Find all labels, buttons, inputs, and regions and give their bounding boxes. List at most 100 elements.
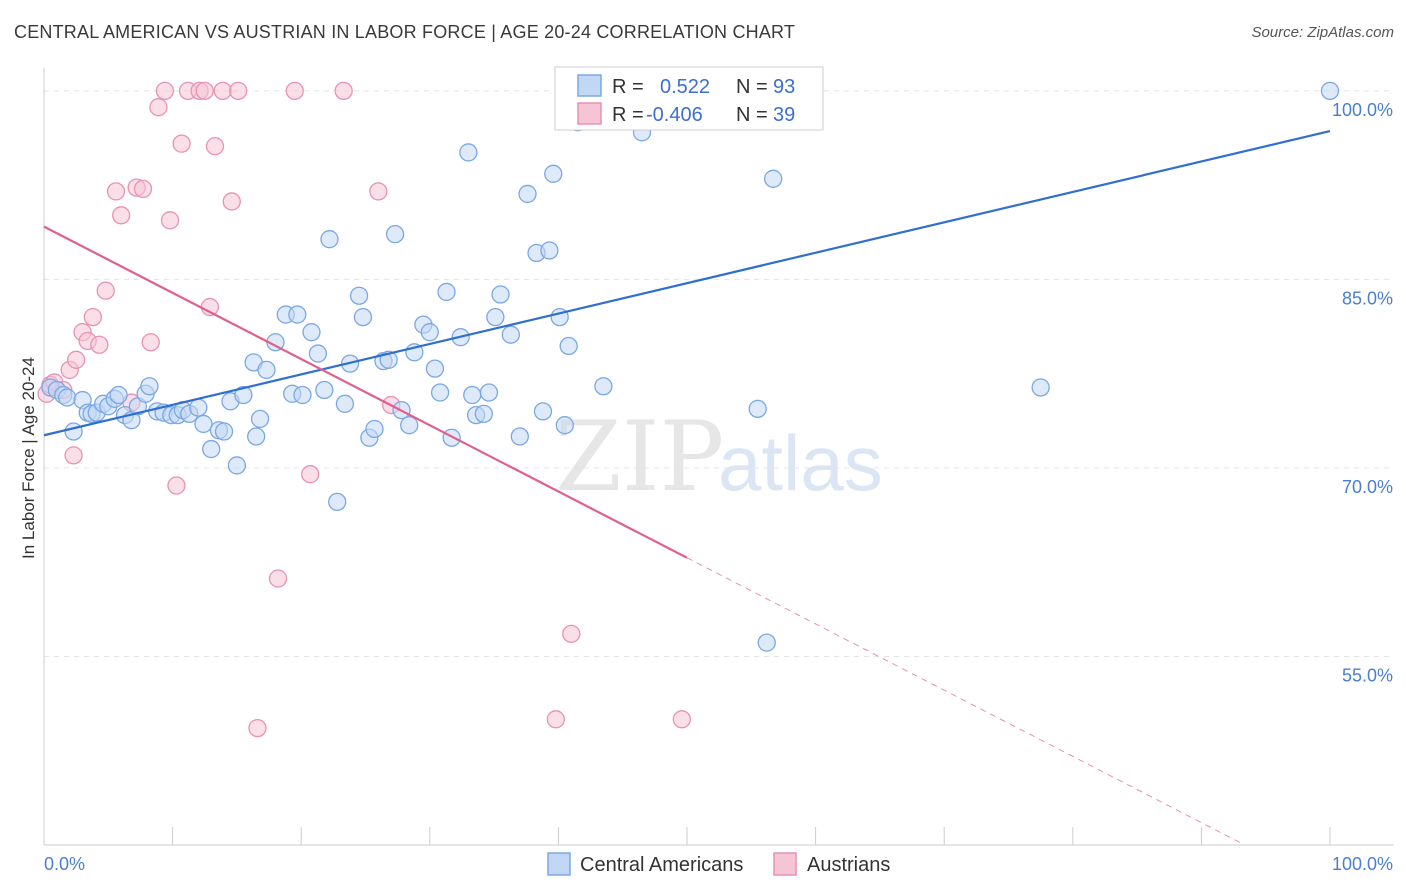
y-tick-label-2: 85.0% xyxy=(1342,288,1393,308)
austrian-point-25 xyxy=(195,81,214,101)
central-american-point-61 xyxy=(430,383,450,402)
central-american-point-49 xyxy=(353,307,373,327)
legend-swatch-central xyxy=(547,852,571,876)
central-american-point-88 xyxy=(748,399,767,419)
central-american-point-41 xyxy=(302,323,321,342)
austrian-point-5 xyxy=(64,446,83,465)
central-american-point-26 xyxy=(202,439,221,459)
austrian-point-35 xyxy=(334,81,353,101)
central-american-point-12 xyxy=(109,385,128,405)
legend-label-austrians: Austrians xyxy=(807,854,890,876)
stats-swatch-austrians xyxy=(577,102,602,125)
central-american-point-92 xyxy=(1320,81,1340,101)
austrian-point-38 xyxy=(546,710,565,729)
austrian-point-27 xyxy=(205,137,225,156)
legend-swatch-austrians xyxy=(773,852,797,876)
central-american-point-80 xyxy=(555,416,574,435)
central-american-point-40 xyxy=(293,385,312,405)
central-american-point-59 xyxy=(420,323,439,342)
trend-lines xyxy=(43,130,1331,843)
central-american-point-77 xyxy=(540,241,559,260)
stats-r-austrians: -0.406 xyxy=(646,104,703,126)
central-american-point-76 xyxy=(533,402,553,421)
austrian-point-12 xyxy=(106,182,126,201)
y-tick-label-0: 55.0% xyxy=(1342,665,1393,685)
central-american-point-72 xyxy=(501,325,520,344)
y-tick-labels: 55.0% 70.0% 85.0% 100.0% xyxy=(1332,100,1393,686)
austrian-point-39 xyxy=(562,624,581,643)
x-tick-labels: 0.0% 100.0% xyxy=(44,854,1393,874)
austrian-point-20 xyxy=(160,211,180,230)
stats-box: R = 0.522 N = 93 R = -0.406 N = 39 xyxy=(554,66,824,131)
central-american-point-3 xyxy=(57,388,77,407)
austrian-point-10 xyxy=(90,335,109,354)
central-american-point-91 xyxy=(1031,378,1050,397)
central-american-point-60 xyxy=(425,359,445,378)
central-american-point-56 xyxy=(400,416,419,435)
stats-n-central: 93 xyxy=(773,76,795,98)
central-american-point-39 xyxy=(288,305,307,324)
stats-n-label-austrians: N = xyxy=(736,104,768,126)
central-american-point-54 xyxy=(385,224,405,244)
austrian-point-9 xyxy=(83,307,103,327)
central-american-point-4 xyxy=(64,422,83,441)
austrian-point-31 xyxy=(248,718,267,738)
legend: Central Americans Austrians xyxy=(547,852,890,876)
central-american-point-90 xyxy=(764,169,783,188)
central-american-point-73 xyxy=(510,427,529,446)
central-american-point-51 xyxy=(365,419,384,439)
y-tick-label-3: 100.0% xyxy=(1332,100,1393,120)
central-americans-points xyxy=(41,81,1340,652)
stats-n-label-central: N = xyxy=(736,76,768,98)
austrian-point-13 xyxy=(112,206,131,225)
central-american-point-89 xyxy=(757,633,776,652)
axes xyxy=(43,68,1394,846)
austrian-point-18 xyxy=(149,98,168,117)
central-american-point-62 xyxy=(437,282,456,302)
central-american-point-78 xyxy=(544,164,563,183)
y-tick-label-1: 70.0% xyxy=(1342,477,1393,497)
central-american-point-33 xyxy=(247,427,266,446)
watermark-zip: ZIP xyxy=(555,401,724,513)
central-american-point-44 xyxy=(320,230,339,249)
austrian-point-30 xyxy=(229,81,248,101)
central-american-point-65 xyxy=(459,143,478,162)
austrian-point-40 xyxy=(672,710,692,729)
austrian-point-22 xyxy=(172,134,191,153)
central-american-point-30 xyxy=(227,456,247,475)
central-american-point-70 xyxy=(486,307,505,327)
central-american-point-71 xyxy=(491,285,510,304)
central-american-point-43 xyxy=(315,380,334,400)
watermark-atlas: atlas xyxy=(718,419,883,507)
central-american-point-74 xyxy=(518,184,537,204)
x-tick-label-0: 0.0% xyxy=(44,854,85,874)
stats-r-central: 0.522 xyxy=(660,76,710,98)
central-american-trend-line xyxy=(43,130,1331,437)
central-american-point-48 xyxy=(349,286,369,305)
x-tick-label-1: 100.0% xyxy=(1332,854,1393,874)
central-american-point-68 xyxy=(474,404,493,424)
central-american-point-17 xyxy=(140,377,159,396)
central-american-point-35 xyxy=(257,360,276,380)
central-american-point-25 xyxy=(194,414,213,434)
stats-swatch-central xyxy=(577,74,602,97)
central-american-point-66 xyxy=(463,385,482,405)
central-american-point-81 xyxy=(559,336,578,356)
stats-r-label-austrians: R = xyxy=(612,104,644,126)
central-american-point-34 xyxy=(250,409,270,429)
central-american-point-46 xyxy=(335,394,355,413)
central-american-point-28 xyxy=(214,422,234,441)
chart-title: CENTRAL AMERICAN VS AUSTRIAN IN LABOR FO… xyxy=(14,22,796,42)
legend-label-central: Central Americans xyxy=(580,854,743,876)
y-axis-label: In Labor Force | Age 20-24 xyxy=(19,357,38,559)
austrian-point-17 xyxy=(141,333,160,352)
austrian-point-34 xyxy=(301,465,320,484)
source-credit: Source: ZipAtlas.com xyxy=(1251,24,1394,41)
austrian-point-19 xyxy=(155,81,175,101)
stats-n-austrians: 39 xyxy=(773,104,795,126)
austrian-point-32 xyxy=(268,569,288,588)
gridlines xyxy=(44,90,1394,657)
stats-r-label-central: R = xyxy=(612,76,644,98)
austrian-point-29 xyxy=(222,192,241,211)
